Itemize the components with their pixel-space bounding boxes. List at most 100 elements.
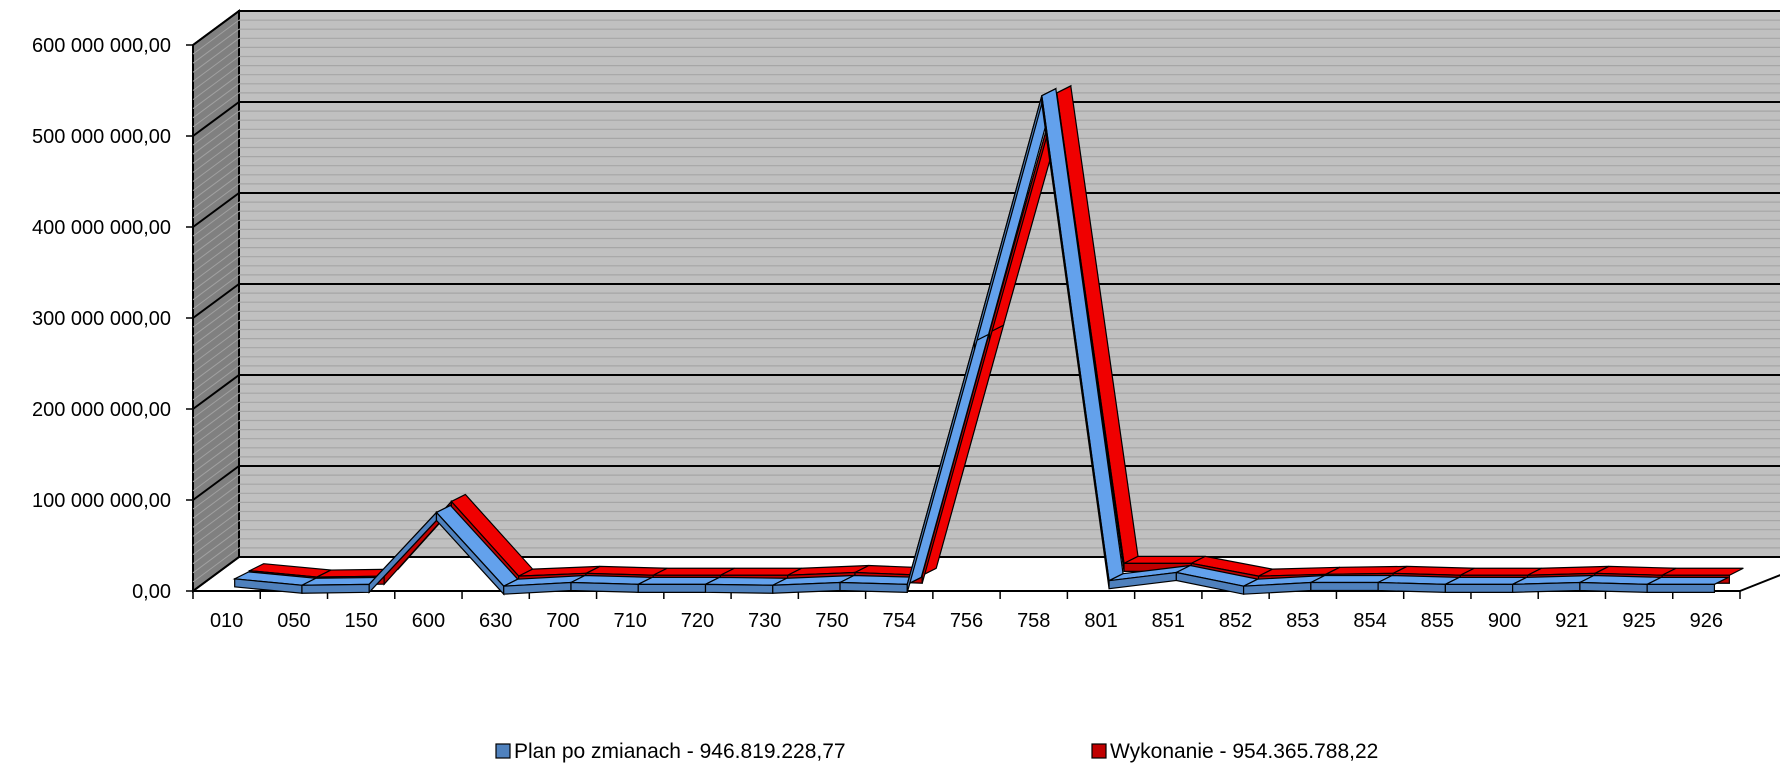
x-tick-label: 801 <box>1084 610 1117 632</box>
side-minor-gridline <box>192 37 240 73</box>
side-minor-gridline <box>192 65 240 101</box>
side-minor-gridline <box>192 501 240 537</box>
side-minor-gridline <box>192 410 240 446</box>
side-minor-gridline <box>192 365 240 401</box>
side-minor-gridline <box>192 74 240 110</box>
x-tick-label: 150 <box>344 610 377 632</box>
x-tick-label: 851 <box>1152 610 1185 632</box>
series-segment <box>1579 581 1648 593</box>
series-segment <box>704 583 774 594</box>
series-segment <box>637 583 707 593</box>
side-major-gridline <box>192 101 240 137</box>
x-tick-label: 010 <box>210 610 243 632</box>
legend-label: Plan po zmianach - 946.819.228,77 <box>514 740 846 763</box>
side-minor-gridline <box>192 529 240 565</box>
side-minor-gridline <box>192 119 240 155</box>
y-tick-label: 600 000 000,00 <box>32 35 171 57</box>
side-minor-gridline <box>192 301 240 337</box>
side-minor-gridline <box>192 210 240 246</box>
side-minor-gridline <box>192 420 240 455</box>
side-minor-gridline <box>192 28 240 64</box>
x-tick-label: 855 <box>1421 610 1454 632</box>
series-layer <box>232 84 1744 596</box>
series-segment <box>570 581 639 593</box>
side-minor-gridline <box>192 347 240 383</box>
side-minor-gridline <box>192 329 240 364</box>
side-minor-gridline <box>192 219 240 255</box>
side-minor-gridline <box>192 110 240 146</box>
side-minor-gridline <box>192 274 240 310</box>
side-minor-gridline <box>192 247 240 283</box>
series-segment <box>1377 581 1446 593</box>
side-minor-gridline <box>192 56 240 91</box>
side-minor-gridline <box>192 201 240 237</box>
series-segment <box>1646 583 1716 593</box>
x-tick-label: 854 <box>1353 610 1386 632</box>
side-major-gridline <box>192 465 240 501</box>
series-segment-top <box>1646 576 1729 585</box>
legend-label: Wykonanie - 954.365.788,22 <box>1110 740 1378 763</box>
x-tick-label: 758 <box>1017 610 1050 632</box>
side-minor-gridline <box>192 238 240 273</box>
side-minor-gridline <box>192 319 240 355</box>
side-minor-gridline <box>192 429 240 465</box>
x-tick-label: 900 <box>1488 610 1521 632</box>
side-minor-gridline <box>192 438 240 474</box>
side-minor-gridline <box>192 447 240 483</box>
series-segment <box>1512 581 1581 593</box>
x-tick-label: 921 <box>1555 610 1588 632</box>
x-tick-label: 853 <box>1286 610 1319 632</box>
x-tick-label: 730 <box>748 610 781 632</box>
x-tick-label: 700 <box>546 610 579 632</box>
side-minor-gridline <box>192 492 240 528</box>
x-tick-label: 925 <box>1622 610 1655 632</box>
x-tick-label: 630 <box>479 610 512 632</box>
side-minor-gridline <box>192 401 240 437</box>
floor-edge <box>1739 574 1780 592</box>
side-minor-gridline <box>192 165 240 201</box>
x-tick-label: 754 <box>883 610 916 632</box>
y-tick-label: 500 000 000,00 <box>32 126 171 148</box>
side-minor-gridline <box>192 46 240 82</box>
side-major-gridline <box>192 10 240 46</box>
x-tick-label: 750 <box>815 610 848 632</box>
x-tick-label: 756 <box>950 610 983 632</box>
side-minor-gridline <box>192 228 240 264</box>
side-major-gridline <box>192 374 240 410</box>
side-minor-gridline <box>192 19 240 55</box>
side-minor-gridline <box>192 483 240 519</box>
x-tick-label: 050 <box>277 610 310 632</box>
legend: Plan po zmianach - 946.819.228,77 Wykonan… <box>495 740 1378 763</box>
series-0 <box>232 87 1729 596</box>
legend-swatch <box>1091 743 1107 759</box>
series-segment <box>839 581 908 593</box>
x-tick-labels: 010 050 150 600 630 700 710 720 730 750 754 756 758 8… <box>210 610 1723 632</box>
side-minor-gridline <box>192 83 240 119</box>
side-major-gridline <box>192 556 240 592</box>
x-tick-label: 720 <box>681 610 714 632</box>
y-tick-label: 400 000 000,00 <box>32 217 171 239</box>
side-minor-gridline <box>192 538 240 574</box>
side-minor-gridline <box>192 137 240 173</box>
side-minor-gridline <box>192 547 240 583</box>
x-tick-label: 600 <box>412 610 445 632</box>
side-minor-gridline <box>192 183 240 219</box>
side-major-gridline <box>192 192 240 228</box>
x-tick-label: 926 <box>1690 610 1723 632</box>
x-tick-label: 852 <box>1219 610 1252 632</box>
side-minor-gridline <box>192 383 240 419</box>
side-minor-gridline <box>192 128 240 164</box>
y-tick-label: 100 000 000,00 <box>32 490 171 512</box>
side-minor-gridline <box>192 156 240 192</box>
side-major-gridline <box>192 283 240 319</box>
y-tick-label: 0,00 <box>132 581 171 603</box>
side-minor-gridline <box>192 310 240 346</box>
side-minor-gridline <box>192 392 240 428</box>
side-minor-gridline <box>192 147 240 182</box>
side-minor-gridline <box>192 265 240 301</box>
side-minor-gridline <box>192 520 240 556</box>
series-segment <box>1310 581 1379 592</box>
side-minor-gridline <box>192 256 240 292</box>
